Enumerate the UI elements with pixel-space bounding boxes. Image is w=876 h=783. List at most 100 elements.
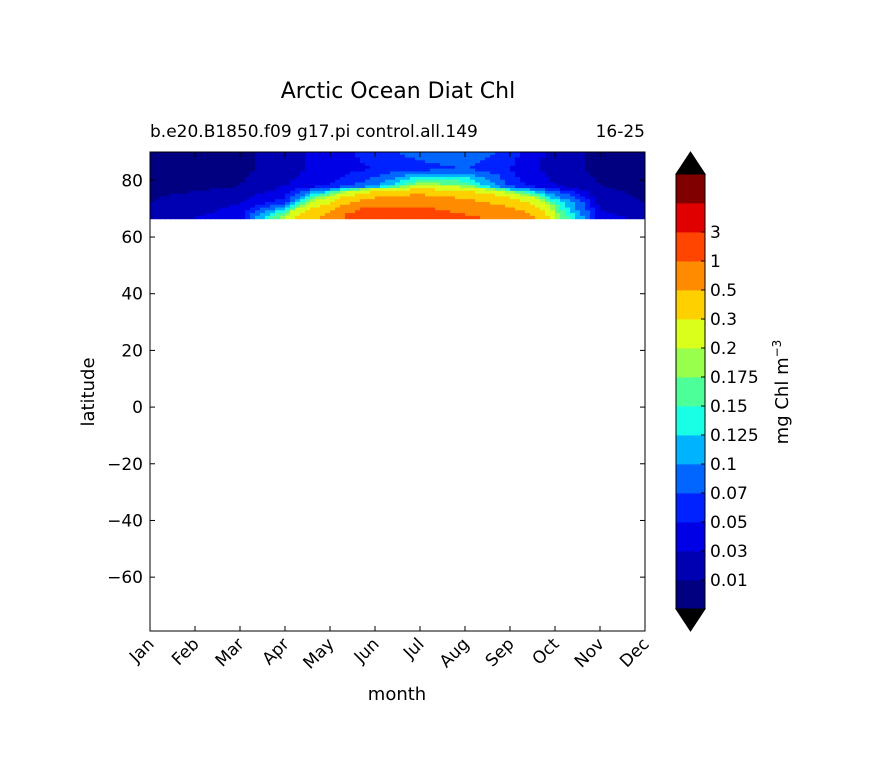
heatmap-cell bbox=[525, 157, 531, 161]
heatmap-cell bbox=[265, 188, 271, 192]
heatmap-cell bbox=[220, 182, 226, 186]
heatmap-cell bbox=[240, 196, 246, 200]
heatmap-cell bbox=[505, 196, 511, 200]
heatmap-cell bbox=[200, 171, 206, 175]
heatmap-cell bbox=[410, 154, 416, 159]
heatmap-cell bbox=[315, 210, 321, 214]
heatmap-cell bbox=[410, 160, 416, 164]
heatmap-cell bbox=[475, 179, 481, 184]
heatmap-cell bbox=[315, 168, 321, 173]
heatmap-cell bbox=[270, 215, 276, 220]
heatmap-cell bbox=[490, 213, 496, 217]
heatmap-cell bbox=[545, 185, 551, 189]
heatmap-cell bbox=[150, 185, 156, 189]
heatmap-cell bbox=[265, 163, 271, 167]
heatmap-cell bbox=[335, 190, 341, 195]
heatmap-cell bbox=[280, 171, 286, 175]
heatmap-cell bbox=[595, 165, 601, 170]
heatmap-cell bbox=[490, 204, 496, 209]
heatmap-cell bbox=[165, 179, 171, 184]
heatmap-cell bbox=[250, 210, 256, 214]
heatmap-cell bbox=[345, 154, 351, 159]
heatmap-cell bbox=[195, 160, 201, 164]
heatmap-cell bbox=[510, 171, 516, 175]
heatmap-cell bbox=[565, 201, 571, 206]
heatmap-cell bbox=[455, 176, 461, 181]
heatmap-cell bbox=[470, 171, 476, 175]
heatmap-cell bbox=[430, 215, 436, 220]
heatmap-cell bbox=[360, 193, 366, 198]
heatmap-cell bbox=[400, 154, 406, 159]
heatmap-cell bbox=[280, 196, 286, 200]
heatmap-cell bbox=[570, 160, 576, 164]
x-tick-labels: Jan Feb Mar Apr May Jun Jul Aug Sep Oct Nov Dec bbox=[125, 634, 653, 673]
heatmap-cell bbox=[195, 213, 201, 217]
heatmap-cell bbox=[460, 174, 466, 178]
heatmap-cell bbox=[220, 171, 226, 175]
heatmap-cell bbox=[165, 154, 171, 159]
heatmap-cell bbox=[630, 196, 636, 200]
heatmap-cell bbox=[155, 201, 161, 206]
heatmap-cell bbox=[240, 157, 246, 161]
heatmap-cell bbox=[215, 154, 221, 159]
heatmap-cell bbox=[250, 179, 256, 184]
heatmap-cell bbox=[505, 190, 511, 195]
heatmap-cell bbox=[380, 188, 386, 192]
heatmap-cell bbox=[545, 215, 551, 220]
heatmap-cell bbox=[325, 210, 331, 214]
heatmap-cell bbox=[355, 182, 361, 186]
heatmap-cell bbox=[515, 193, 521, 198]
heatmap-cell bbox=[390, 154, 396, 159]
heatmap-cell bbox=[460, 176, 466, 181]
heatmap-cell bbox=[585, 182, 591, 186]
heatmap-cell bbox=[405, 174, 411, 178]
heatmap-cell bbox=[490, 207, 496, 211]
heatmap-cell bbox=[175, 154, 181, 159]
heatmap-cell bbox=[215, 190, 221, 195]
heatmap-cell bbox=[230, 171, 236, 175]
heatmap-cell bbox=[600, 168, 606, 173]
heatmap-cell bbox=[560, 179, 566, 184]
heatmap-cell bbox=[225, 193, 231, 198]
heatmap-cell bbox=[200, 196, 206, 200]
heatmap-cell bbox=[470, 182, 476, 186]
heatmap-cell bbox=[170, 193, 176, 198]
heatmap-cell bbox=[510, 213, 516, 217]
heatmap-cell bbox=[415, 182, 421, 186]
heatmap-cell bbox=[260, 215, 266, 220]
heatmap-cell bbox=[520, 182, 526, 186]
heatmap-cell bbox=[465, 154, 471, 159]
heatmap-cell bbox=[320, 204, 326, 209]
heatmap-cell bbox=[420, 213, 426, 217]
heatmap-cell bbox=[430, 188, 436, 192]
heatmap-cell bbox=[255, 213, 261, 217]
heatmap-cell bbox=[430, 182, 436, 186]
heatmap-cell bbox=[610, 190, 616, 195]
heatmap-cell bbox=[380, 210, 386, 214]
heatmap-cell bbox=[465, 188, 471, 192]
heatmap-cell bbox=[525, 171, 531, 175]
heatmap-cell bbox=[465, 160, 471, 164]
heatmap-cell bbox=[455, 154, 461, 159]
heatmap-cell bbox=[330, 193, 336, 198]
heatmap-cell bbox=[225, 179, 231, 184]
heatmap-cell bbox=[295, 210, 301, 214]
heatmap-cell bbox=[345, 179, 351, 184]
heatmap-cell bbox=[290, 160, 296, 164]
heatmap-cell bbox=[410, 165, 416, 170]
heatmap-cell bbox=[235, 160, 241, 164]
heatmap-cell bbox=[595, 201, 601, 206]
heatmap-cell bbox=[500, 163, 506, 167]
heatmap-cell bbox=[440, 188, 446, 192]
heatmap-cell bbox=[545, 199, 551, 203]
heatmap-cell bbox=[490, 171, 496, 175]
heatmap-cell bbox=[215, 176, 221, 181]
heatmap-cell bbox=[240, 193, 246, 198]
heatmap-cell bbox=[525, 201, 531, 206]
heatmap-cell bbox=[295, 157, 301, 161]
heatmap-cell bbox=[235, 179, 241, 184]
heatmap-cell bbox=[200, 215, 206, 220]
y-tick-label: 80 bbox=[121, 171, 143, 191]
heatmap-cell bbox=[235, 154, 241, 159]
heatmap-cell bbox=[405, 190, 411, 195]
